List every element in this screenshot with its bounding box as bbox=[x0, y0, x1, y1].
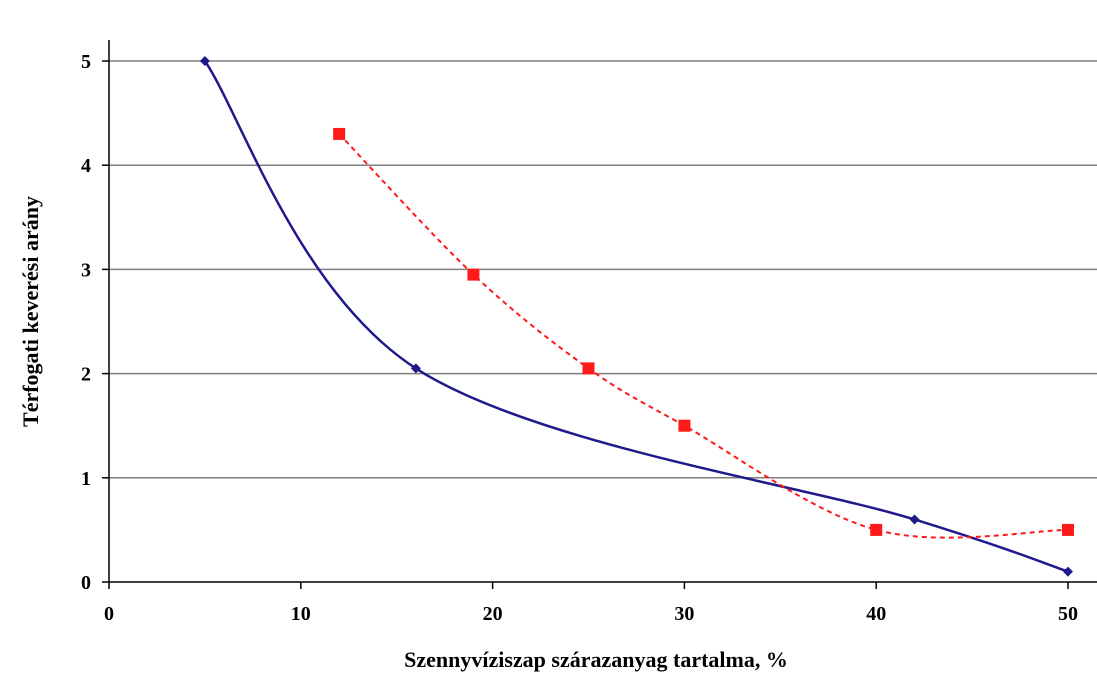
series-2-line bbox=[338, 133, 1069, 539]
y-tick-labels: 0 1 2 3 4 5 bbox=[81, 51, 109, 594]
series-layer bbox=[199, 56, 1074, 577]
y-tick-label-1: 1 bbox=[81, 468, 91, 490]
y-tick-label-3: 3 bbox=[81, 259, 91, 281]
x-axis-label: Szennyvíziszap szárazanyag tartalma, % bbox=[404, 647, 788, 672]
x-tick-label-30: 30 bbox=[674, 603, 694, 625]
x-tick-label-0: 0 bbox=[104, 603, 114, 625]
series-1-line bbox=[203, 60, 1069, 573]
series-2-point-5 bbox=[870, 523, 883, 536]
grid-lines bbox=[109, 60, 1097, 479]
series-2-point-1 bbox=[333, 127, 346, 140]
series-1 bbox=[199, 56, 1073, 577]
x-tick-label-20: 20 bbox=[483, 603, 503, 625]
y-tick-label-5: 5 bbox=[81, 51, 91, 73]
series-2-point-6 bbox=[1062, 523, 1074, 536]
x-tick-labels: 0 10 20 30 40 50 bbox=[104, 582, 1078, 625]
series-2 bbox=[333, 127, 1074, 539]
y-axis-label: Térfogati keverési arány bbox=[18, 196, 43, 427]
series-1-point-2 bbox=[410, 363, 421, 374]
series-2-point-2 bbox=[467, 268, 480, 281]
x-tick-label-10: 10 bbox=[291, 603, 311, 625]
axes bbox=[108, 40, 1097, 583]
series-2-point-4 bbox=[678, 419, 691, 432]
x-tick-label-50: 50 bbox=[1058, 603, 1078, 625]
y-tick-label-2: 2 bbox=[81, 364, 91, 386]
y-tick-label-4: 4 bbox=[81, 155, 91, 177]
x-tick-label-40: 40 bbox=[866, 603, 886, 625]
series-2-point-3 bbox=[582, 362, 595, 375]
series-1-point-1 bbox=[199, 56, 210, 66]
series-1-point-4 bbox=[1063, 566, 1073, 577]
series-1-point-3 bbox=[909, 514, 920, 525]
y-tick-label-0: 0 bbox=[81, 572, 91, 594]
